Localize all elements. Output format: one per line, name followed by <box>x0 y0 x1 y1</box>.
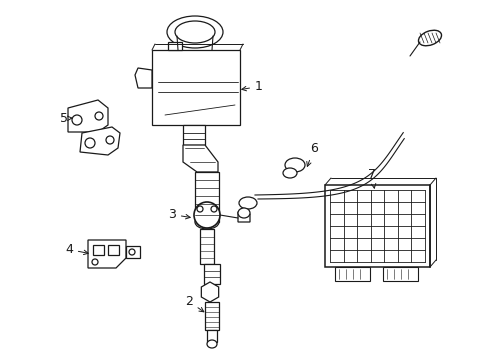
Bar <box>334 267 369 281</box>
Polygon shape <box>68 100 108 132</box>
Text: 4: 4 <box>65 243 88 256</box>
Bar <box>108 245 119 255</box>
Bar <box>382 267 417 281</box>
Bar <box>93 245 104 255</box>
Bar <box>152 50 240 125</box>
Text: 1: 1 <box>242 80 263 93</box>
Polygon shape <box>168 42 182 50</box>
Ellipse shape <box>418 30 441 46</box>
Bar <box>200 229 214 264</box>
Bar <box>204 302 219 330</box>
Text: 2: 2 <box>184 295 203 312</box>
Text: 7: 7 <box>367 168 375 188</box>
Bar <box>195 172 219 222</box>
Circle shape <box>197 206 203 212</box>
Polygon shape <box>201 282 218 302</box>
Ellipse shape <box>167 16 223 48</box>
Circle shape <box>85 138 95 148</box>
Ellipse shape <box>206 340 217 348</box>
Circle shape <box>106 136 114 144</box>
Circle shape <box>92 259 98 265</box>
Ellipse shape <box>238 208 249 218</box>
Bar <box>126 246 140 258</box>
Polygon shape <box>80 127 120 155</box>
Bar <box>203 264 220 284</box>
Ellipse shape <box>285 158 305 172</box>
Circle shape <box>72 115 82 125</box>
Text: 6: 6 <box>306 142 317 166</box>
Polygon shape <box>135 68 152 88</box>
Ellipse shape <box>175 21 215 43</box>
Circle shape <box>194 202 220 228</box>
Ellipse shape <box>239 197 257 209</box>
Text: 5: 5 <box>60 112 72 125</box>
Ellipse shape <box>283 168 296 178</box>
Circle shape <box>210 206 217 212</box>
Polygon shape <box>238 212 249 222</box>
Bar <box>183 125 204 145</box>
Bar <box>206 330 217 342</box>
Circle shape <box>129 249 135 255</box>
Polygon shape <box>88 240 126 268</box>
Polygon shape <box>183 145 218 172</box>
Bar <box>325 185 429 267</box>
Circle shape <box>95 112 103 120</box>
Text: 3: 3 <box>168 208 190 221</box>
Ellipse shape <box>195 215 219 229</box>
